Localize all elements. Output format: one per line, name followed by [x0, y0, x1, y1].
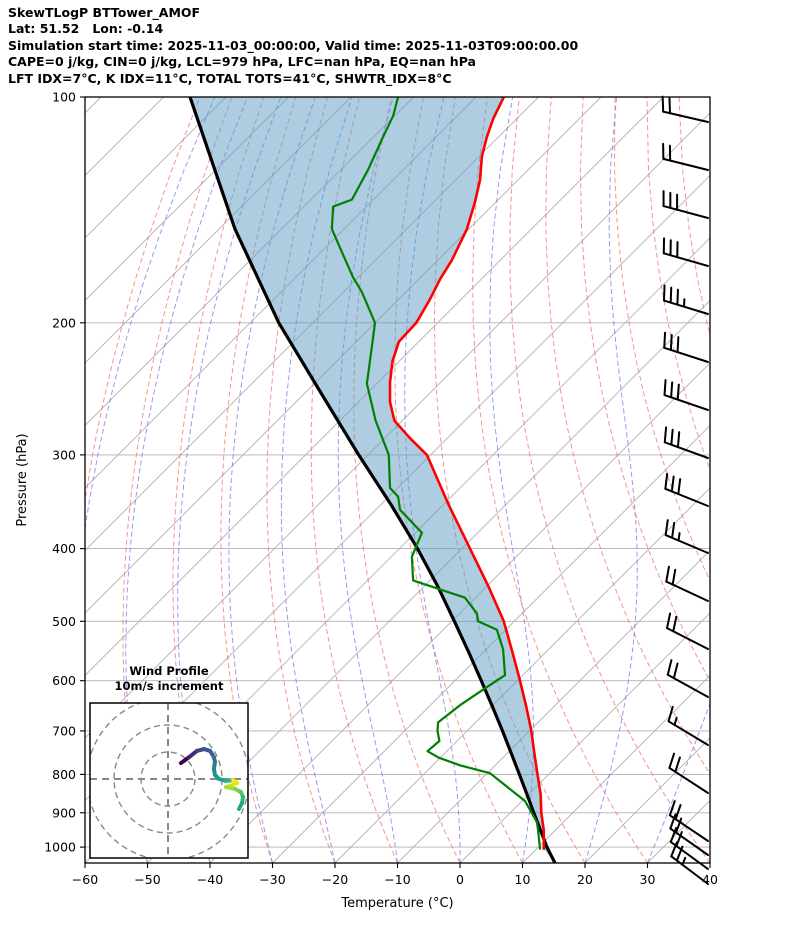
- wind-barb: [662, 142, 709, 171]
- y-tick-label: 600: [52, 673, 76, 688]
- y-axis-label: Pressure (hPa): [15, 433, 30, 526]
- x-axis-label: Temperature (°C): [340, 896, 453, 911]
- wind-barb: [666, 612, 709, 650]
- y-tick-label: 700: [52, 723, 76, 738]
- x-tick-label: 20: [577, 872, 593, 887]
- hodograph-inset: [89, 702, 249, 859]
- x-tick-label: −60: [72, 872, 98, 887]
- x-tick-label: 40: [702, 872, 718, 887]
- wind-barb: [664, 519, 709, 554]
- x-tick-label: 10: [515, 872, 531, 887]
- y-tick-label: 200: [52, 315, 76, 330]
- wind-barb: [663, 284, 709, 315]
- y-tick-label: 100: [52, 90, 76, 105]
- wind-barb: [669, 813, 709, 856]
- chart-header: SkewTLogP BTTower_AMOF Lat: 51.52 Lon: -…: [8, 5, 578, 87]
- x-tick-label: −50: [134, 872, 160, 887]
- wind-barb: [662, 190, 709, 219]
- wind-barb: [667, 705, 709, 746]
- y-tick-label: 900: [52, 805, 76, 820]
- x-tick-label: −40: [197, 872, 223, 887]
- x-tick-label: 30: [640, 872, 656, 887]
- parcel-profile-line: [188, 97, 557, 863]
- x-tick-label: −10: [384, 872, 410, 887]
- x-tick-label: −30: [259, 872, 285, 887]
- wind-barb: [663, 331, 709, 363]
- wind-barb: [670, 841, 709, 885]
- hodograph-trace-segment: [237, 801, 244, 811]
- dewpoint-profile-line: [330, 97, 542, 850]
- hodograph-title-line1: Wind Profile: [129, 664, 209, 678]
- chart-title: SkewTLogP BTTower_AMOF: [8, 5, 201, 20]
- indices-line: LFT IDX=7°C, K IDX=11°C, TOTAL TOTS=41°C…: [8, 70, 452, 86]
- wind-barb: [663, 379, 709, 411]
- time-line: Simulation start time: 2025-11-03_00:00:…: [8, 37, 579, 53]
- hodograph-title: Wind Profile 10m/s increment: [88, 664, 250, 694]
- y-tick-label: 300: [52, 447, 76, 462]
- y-tick-label: 500: [52, 614, 76, 629]
- cape-line: CAPE=0 j/kg, CIN=0 j/kg, LCL=979 hPa, LF…: [8, 54, 476, 70]
- wind-barb: [662, 237, 709, 267]
- wind-barb: [661, 95, 709, 123]
- x-tick-label: −20: [322, 872, 348, 887]
- wind-barb: [663, 426, 709, 459]
- wind-barb: [665, 565, 709, 602]
- wind-barb: [668, 752, 709, 794]
- cin-shaded-region: [190, 97, 555, 863]
- x-tick-label: 0: [456, 872, 464, 887]
- y-tick-label: 1000: [44, 840, 76, 855]
- y-tick-label: 400: [52, 541, 76, 556]
- wind-barbs: [661, 95, 709, 885]
- wind-barb: [664, 472, 709, 507]
- moist-adiabat-lines: [85, 97, 710, 863]
- hodograph-title-line2: 10m/s increment: [114, 679, 224, 693]
- y-tick-label: 800: [52, 767, 76, 782]
- latlon-line: Lat: 51.52 Lon: -0.14: [8, 21, 164, 37]
- temperature-profile-line: [388, 97, 546, 851]
- wind-barb: [666, 659, 709, 698]
- wind-barb: [668, 800, 709, 842]
